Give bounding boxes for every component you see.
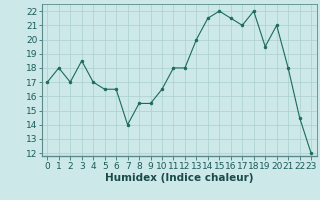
X-axis label: Humidex (Indice chaleur): Humidex (Indice chaleur) <box>105 173 253 183</box>
